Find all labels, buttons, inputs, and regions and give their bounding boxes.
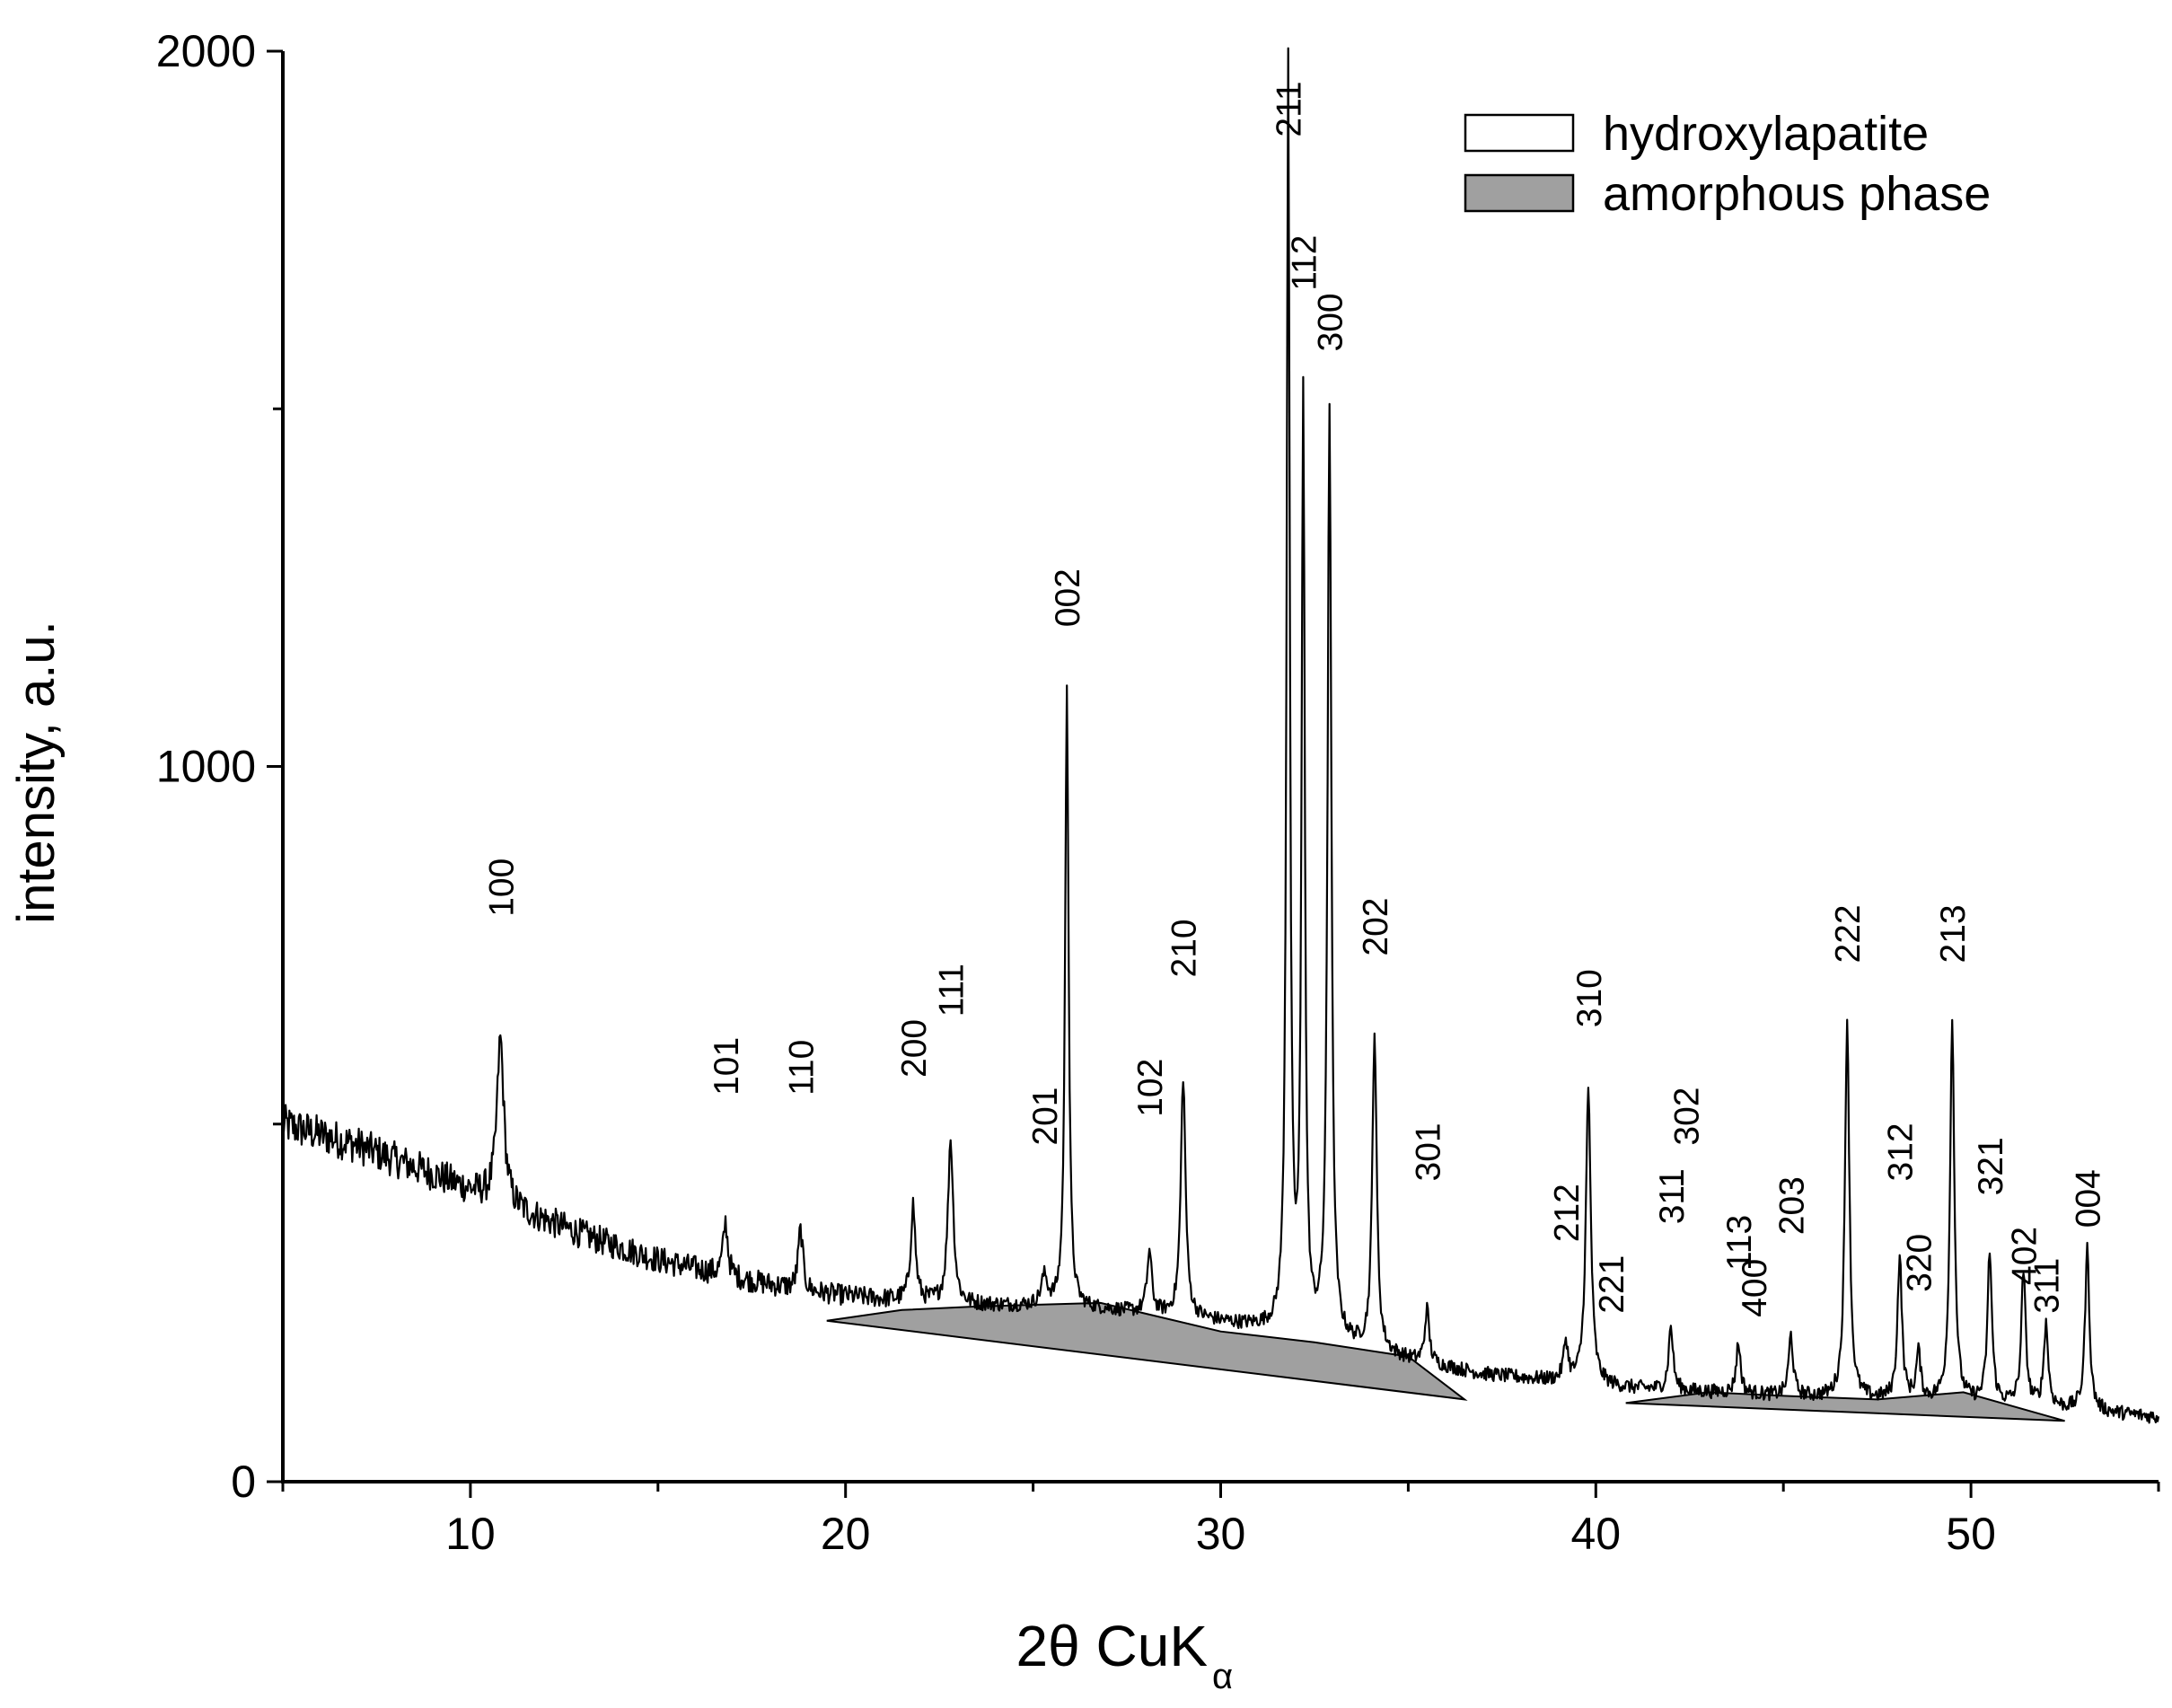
peak-label-321: 321 — [1972, 1137, 2010, 1195]
peak-label-101: 101 — [708, 1037, 746, 1096]
x-tick-label-20: 20 — [821, 1509, 871, 1559]
peak-label-310: 310 — [1570, 969, 1609, 1027]
peak-label-201: 201 — [1026, 1087, 1065, 1146]
x-axis-title: 2θ CuK — [1016, 1614, 1208, 1678]
amorphous-region-1 — [826, 1301, 1468, 1401]
peak-label-111: 111 — [933, 964, 972, 1017]
x-axis-title-subscript: α — [1212, 1657, 1233, 1696]
peak-label-402: 402 — [2006, 1227, 2044, 1285]
peak-label-211: 211 — [1271, 81, 1309, 136]
peak-label-302: 302 — [1668, 1087, 1707, 1146]
peak-label-100: 100 — [482, 858, 521, 917]
legend: hydroxylapatite amorphous phase — [1464, 107, 1991, 221]
peak-label-300: 300 — [1312, 293, 1350, 351]
legend-label-amorphous-phase: amorphous phase — [1603, 167, 1991, 221]
legend-label-hydroxylapatite: hydroxylapatite — [1603, 107, 1929, 161]
peak-label-002: 002 — [1049, 568, 1087, 627]
x-tick-label-40: 40 — [1570, 1509, 1621, 1559]
y-axis-title: intensity, a.u. — [7, 621, 66, 923]
amorphous-phase-layer — [826, 1301, 2065, 1422]
x-tick-label-30: 30 — [1196, 1509, 1246, 1559]
peak-label-311: 311 — [2028, 1258, 2067, 1314]
amorphous-region-2 — [1625, 1391, 2065, 1422]
peak-label-112: 112 — [1285, 235, 1323, 291]
x-tick-label-10: 10 — [445, 1509, 496, 1559]
legend-swatch-hydroxylapatite — [1464, 113, 1575, 153]
legend-swatch-amorphous-phase — [1464, 173, 1575, 213]
y-tick-label-2000: 2000 — [156, 26, 256, 76]
peak-label-311: 311 — [1653, 1168, 1692, 1224]
peak-label-110: 110 — [783, 1040, 822, 1096]
peak-label-210: 210 — [1165, 919, 1204, 977]
y-tick-label-1000: 1000 — [156, 742, 256, 792]
peak-label-200: 200 — [895, 1019, 934, 1078]
peak-label-221: 221 — [1593, 1255, 1631, 1314]
peak-label-320: 320 — [1901, 1234, 1939, 1292]
series-line-xrd-pattern — [281, 47, 2160, 1424]
y-tick-label-0: 0 — [231, 1457, 256, 1507]
x-tick-label-50: 50 — [1946, 1509, 1996, 1559]
peak-label-102: 102 — [1131, 1059, 1170, 1117]
peak-label-301: 301 — [1409, 1123, 1447, 1181]
peak-label-312: 312 — [1882, 1123, 1921, 1181]
peak-label-400: 400 — [1736, 1259, 1774, 1317]
peak-label-222: 222 — [1829, 904, 1868, 963]
peak-label-213: 213 — [1934, 904, 1973, 963]
peak-label-202: 202 — [1357, 898, 1395, 956]
peak-label-203: 203 — [1773, 1176, 1812, 1235]
axes — [281, 51, 2159, 1483]
peak-label-113: 113 — [1720, 1215, 1759, 1271]
peak-label-004: 004 — [2070, 1169, 2108, 1228]
ticks: 10 20 30 40 50 0 1000 2000 — [156, 26, 2160, 1559]
peak-label-212: 212 — [1548, 1184, 1587, 1242]
